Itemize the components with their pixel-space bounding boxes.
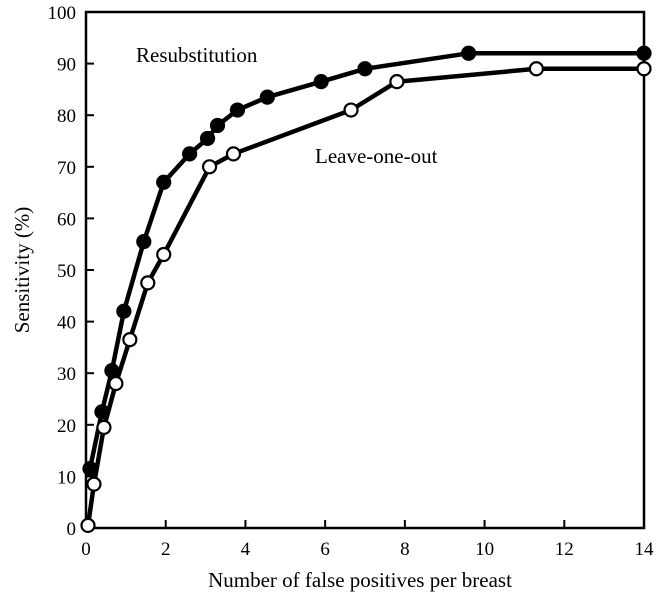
- data-point-leave-one-out: [636, 61, 652, 77]
- data-point-resubstitution: [229, 102, 246, 118]
- y-tick-label: 80: [57, 106, 76, 127]
- y-tick-label: 20: [57, 416, 76, 437]
- x-tick-label: 14: [635, 539, 655, 560]
- x-tick-label: 0: [81, 539, 91, 560]
- data-point-resubstitution: [199, 130, 216, 147]
- data-point-resubstitution: [156, 174, 172, 190]
- data-point-leave-one-out: [140, 275, 156, 291]
- x-tick-label: 2: [161, 539, 171, 560]
- y-tick-label: 70: [57, 158, 76, 179]
- data-point-leave-one-out: [122, 332, 138, 348]
- data-point-leave-one-out: [86, 476, 102, 492]
- x-tick-label: 8: [400, 539, 410, 560]
- series-label-resubstitution: Resubstitution: [136, 43, 258, 67]
- y-axis-title: Sensitivity (%): [10, 207, 34, 334]
- series-leave-one-out: [80, 61, 652, 534]
- data-point-leave-one-out: [528, 61, 544, 77]
- data-point-resubstitution: [636, 45, 652, 61]
- y-tick-label: 100: [48, 3, 77, 24]
- x-tick-label: 12: [555, 539, 574, 560]
- data-point-resubstitution: [461, 45, 477, 61]
- y-tick-label: 50: [57, 261, 76, 282]
- plot-area-border: [84, 10, 646, 530]
- y-tick-label: 0: [67, 519, 77, 540]
- data-point-resubstitution: [182, 146, 198, 162]
- y-tick-label: 90: [57, 55, 76, 76]
- data-point-leave-one-out: [80, 517, 96, 534]
- plot-frame: [84, 10, 646, 530]
- data-point-resubstitution: [116, 303, 132, 319]
- data-point-resubstitution: [259, 89, 275, 105]
- y-tick-label: 10: [57, 467, 76, 488]
- series-label-leave-one-out: Leave-one-out: [315, 144, 438, 168]
- y-tick-label: 30: [57, 364, 76, 385]
- data-point-leave-one-out: [343, 102, 359, 118]
- data-point-leave-one-out: [156, 246, 172, 263]
- data-point-resubstitution: [209, 117, 226, 134]
- x-axis-title: Number of false positives per breast: [208, 568, 512, 592]
- data-point-leave-one-out: [389, 74, 405, 90]
- data-point-resubstitution: [136, 234, 152, 250]
- x-tick-label: 6: [320, 539, 330, 560]
- data-point-leave-one-out: [225, 146, 242, 162]
- data-point-leave-one-out: [96, 419, 112, 435]
- data-point-leave-one-out: [108, 375, 124, 392]
- axis-ticks: 0 2 4 6 8 10 12 14 0 10 20 30 40 50 60 70 80 90 100: [48, 3, 655, 560]
- series-resubstitution: [82, 45, 652, 477]
- series-line-leave-one-out: [85, 66, 644, 526]
- data-point-leave-one-out: [201, 159, 218, 175]
- x-tick-label: 4: [241, 539, 251, 560]
- x-tick-label: 10: [475, 539, 494, 560]
- series-line-resubstitution: [87, 51, 644, 470]
- data-series: [80, 45, 652, 534]
- y-tick-label: 60: [57, 209, 76, 230]
- data-point-resubstitution: [357, 61, 373, 77]
- y-tick-label: 40: [57, 313, 76, 334]
- data-point-resubstitution: [313, 74, 329, 90]
